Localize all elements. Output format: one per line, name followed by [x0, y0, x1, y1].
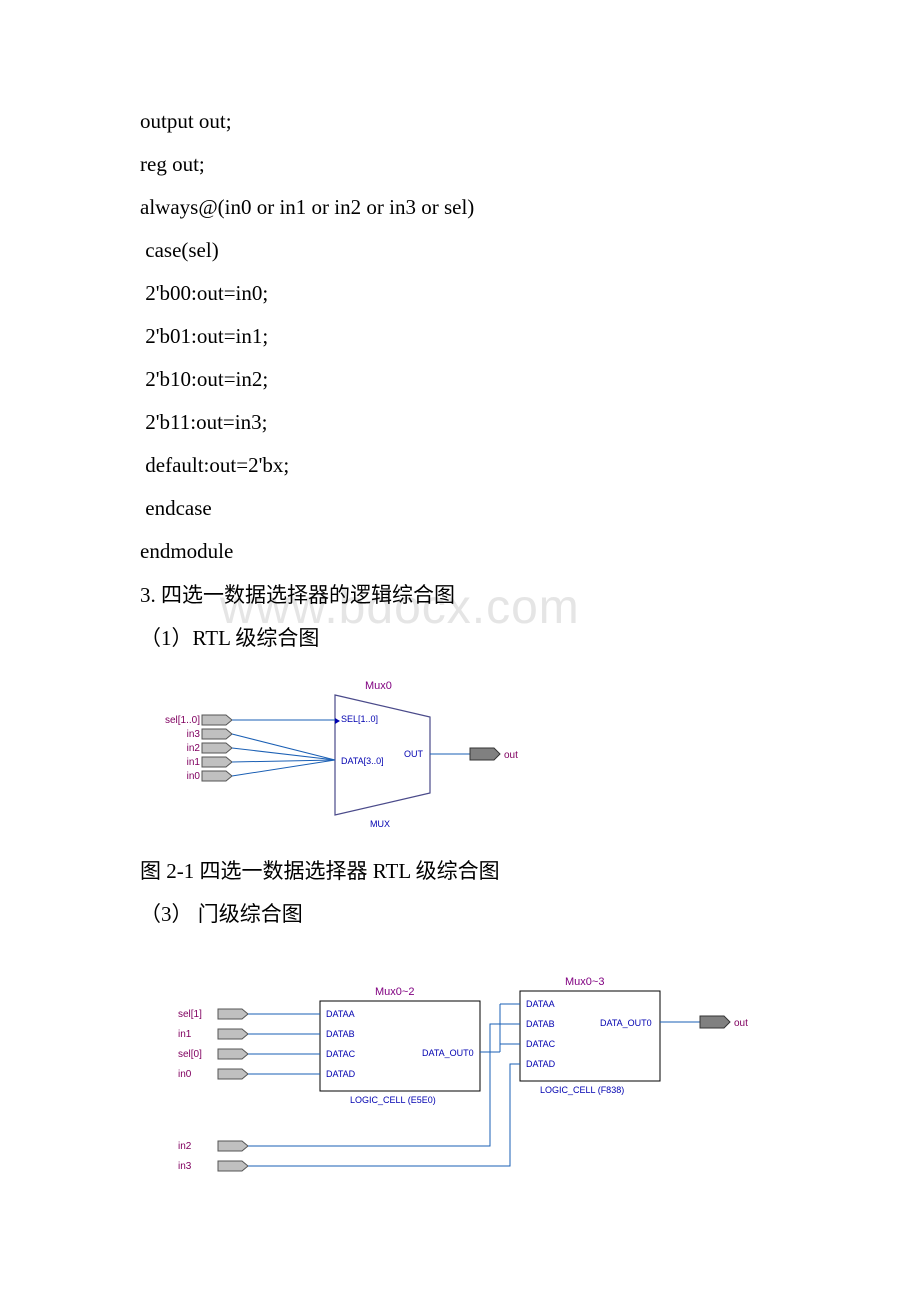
- svg-text:DATAA: DATAA: [526, 999, 555, 1009]
- svg-text:DATAB: DATAB: [526, 1019, 555, 1029]
- svg-text:sel[1]: sel[1]: [178, 1009, 202, 1020]
- svg-text:SEL[1..0]: SEL[1..0]: [341, 714, 378, 724]
- svg-text:MUX: MUX: [370, 819, 390, 829]
- code-line: 2'b10:out=in2;: [140, 358, 780, 401]
- svg-text:DATA_OUT0: DATA_OUT0: [422, 1048, 474, 1058]
- svg-text:in2: in2: [187, 743, 201, 754]
- svg-text:DATAB: DATAB: [326, 1029, 355, 1039]
- svg-text:in1: in1: [178, 1029, 192, 1040]
- section-heading: 3. 四选一数据选择器的逻辑综合图: [140, 574, 780, 617]
- svg-text:LOGIC_CELL (F838): LOGIC_CELL (F838): [540, 1085, 624, 1095]
- code-line: endmodule: [140, 530, 780, 573]
- svg-text:DATAC: DATAC: [326, 1049, 356, 1059]
- svg-text:in1: in1: [187, 757, 201, 768]
- svg-text:LOGIC_CELL (E5E0): LOGIC_CELL (E5E0): [350, 1095, 436, 1105]
- svg-text:in0: in0: [178, 1069, 192, 1080]
- code-line: output out;: [140, 100, 780, 143]
- code-line: 2'b11:out=in3;: [140, 401, 780, 444]
- svg-text:Mux0~3: Mux0~3: [565, 976, 604, 988]
- svg-text:Mux0: Mux0: [365, 680, 392, 692]
- svg-text:out: out: [734, 1018, 748, 1029]
- code-line: default:out=2'bx;: [140, 444, 780, 487]
- code-line: 2'b00:out=in0;: [140, 272, 780, 315]
- svg-text:Mux0~2: Mux0~2: [375, 986, 414, 998]
- svg-text:sel[0]: sel[0]: [178, 1049, 202, 1060]
- svg-text:DATAA: DATAA: [326, 1009, 355, 1019]
- svg-text:DATAD: DATAD: [526, 1059, 556, 1069]
- svg-text:in3: in3: [187, 729, 201, 740]
- svg-text:out: out: [504, 750, 518, 761]
- subsection-heading: （1）RTL 级综合图: [140, 617, 780, 660]
- gate-figure: Mux0~2 LOGIC_CELL (E5E0) DATAA DATAB DATAC DA…: [140, 966, 780, 1196]
- svg-text:in2: in2: [178, 1141, 192, 1152]
- rtl-figure: Mux0 MUX SEL[1..0] DATA[3..0] OUT sel[1..0] in…: [140, 670, 780, 830]
- svg-text:OUT: OUT: [404, 749, 424, 759]
- code-line: case(sel): [140, 229, 780, 272]
- svg-text:DATAC: DATAC: [526, 1039, 556, 1049]
- figure-caption: 图 2-1 四选一数据选择器 RTL 级综合图: [140, 850, 780, 893]
- svg-text:sel[1..0]: sel[1..0]: [165, 715, 200, 726]
- svg-text:DATAD: DATAD: [326, 1069, 356, 1079]
- code-line: 2'b01:out=in1;: [140, 315, 780, 358]
- svg-text:in3: in3: [178, 1161, 192, 1172]
- code-line: endcase: [140, 487, 780, 530]
- code-line: always@(in0 or in1 or in2 or in3 or sel): [140, 186, 780, 229]
- svg-text:DATA_OUT0: DATA_OUT0: [600, 1018, 652, 1028]
- code-line: reg out;: [140, 143, 780, 186]
- subsection-heading: （3） 门级综合图: [140, 893, 780, 936]
- svg-text:DATA[3..0]: DATA[3..0]: [341, 756, 384, 766]
- svg-text:in0: in0: [187, 771, 201, 782]
